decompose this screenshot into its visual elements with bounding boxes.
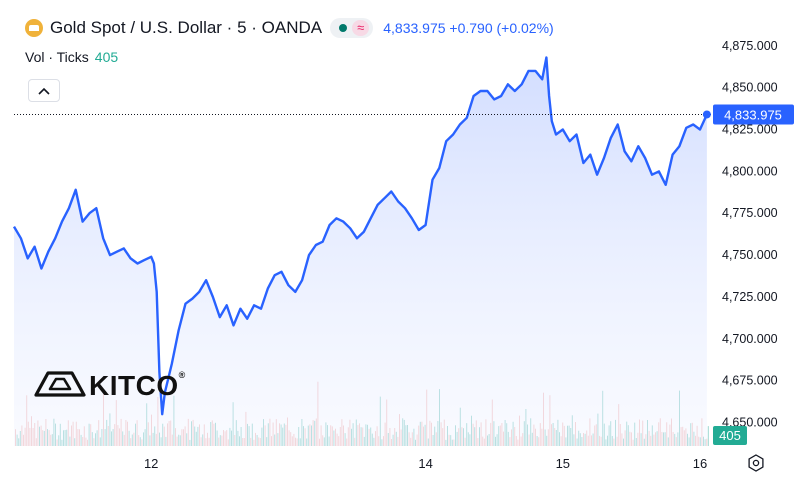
wave-icon: ≈ <box>352 20 370 36</box>
x-axis: 12 14 15 16 <box>144 456 707 471</box>
y-tick-label: 4,675.000 <box>722 374 778 388</box>
volume-badge <box>713 426 747 445</box>
volume-badge-label: 405 <box>719 428 741 443</box>
x-tick-label: 16 <box>693 456 707 471</box>
gold-bar-icon <box>25 19 43 37</box>
last-price-label: 4,833.975 <box>724 108 782 123</box>
axis-badges: 4,833.975 405 <box>713 104 794 445</box>
collapse-button[interactable] <box>28 79 60 102</box>
y-tick-label: 4,775.000 <box>722 206 778 220</box>
y-tick-label: 4,825.000 <box>722 123 778 137</box>
price-line <box>12 56 708 416</box>
y-tick-label: 4,725.000 <box>722 290 778 304</box>
volume-value: 405 <box>94 49 119 65</box>
gear-icon[interactable] <box>747 454 765 477</box>
chevron-up-icon <box>38 84 50 98</box>
x-tick-label: 15 <box>556 456 570 471</box>
status-pill[interactable]: ≈ <box>330 18 374 38</box>
y-tick-label: 4,800.000 <box>722 164 778 178</box>
kitco-watermark: KITCO® <box>34 368 186 403</box>
volume-label: Vol · Ticks <box>25 49 89 65</box>
symbol-title: Gold Spot / U.S. Dollar · 5 · OANDA <box>50 18 323 37</box>
last-price-badge <box>713 104 794 125</box>
volume-bar <box>707 426 709 446</box>
x-tick-label: 14 <box>418 456 432 471</box>
last-price-dot <box>702 110 711 119</box>
y-tick-label: 4,700.000 <box>722 332 778 346</box>
x-tick-label: 12 <box>144 456 158 471</box>
market-open-dot-icon <box>339 24 348 32</box>
kitco-logo-icon <box>34 368 86 403</box>
y-tick-label: 4,750.000 <box>722 248 778 262</box>
chart-header: Gold Spot / U.S. Dollar · 5 · OANDA ≈ 4,… <box>25 17 554 39</box>
price-readout: 4,833.975 +0.790 (+0.02%) <box>383 20 554 36</box>
y-tick-label: 4,875.000 <box>722 39 778 53</box>
y-axis: 4,650.0004,675.0004,700.0004,725.0004,75… <box>722 39 778 430</box>
kitco-text: KITCO® <box>89 369 186 401</box>
price-area <box>14 57 707 446</box>
volume-legend: Vol · Ticks 405 <box>25 49 118 65</box>
y-tick-label: 4,850.000 <box>722 81 778 95</box>
